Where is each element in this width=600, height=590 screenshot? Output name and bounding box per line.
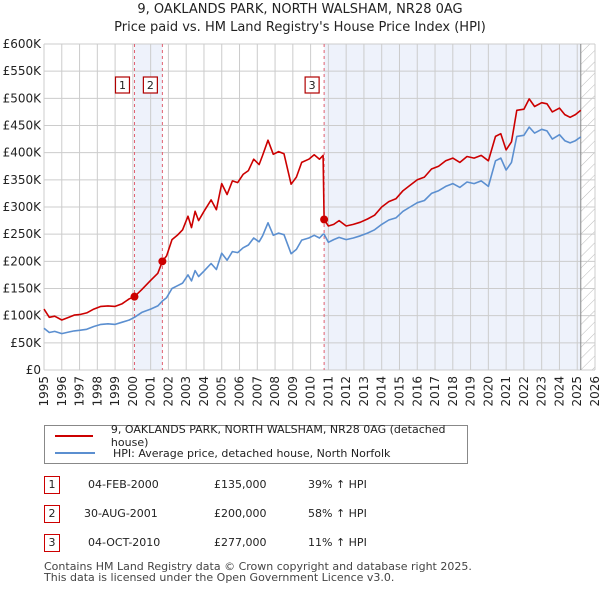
price-chart: 1995 1996 1997 1998 1999 2000 2001 2002 2003 2004… [3,37,600,407]
x-tick-label: 2000 [126,376,140,407]
legend-label-property: 9, OAKLANDS PARK, NORTH WALSHAM, NR28 0A… [110,423,446,449]
x-tick-label: 2002 [161,376,175,407]
transaction-badge: 2 [44,505,60,523]
y-tick-label: £600K [3,37,43,51]
x-tick-label: 2022 [517,376,531,407]
transaction-hpi-diff: 11% ↑ HPI [308,536,367,549]
x-tick-label: 2003 [179,376,193,407]
x-tick-label: 2008 [268,376,282,407]
y-tick-label: £150K [3,282,43,296]
transaction-date: 04-FEB-2000 [88,478,159,491]
y-tick-label: £250K [3,227,43,241]
attribution-footer: Contains HM Land Registry data © Crown c… [44,561,472,583]
y-tick-label: £200K [3,254,43,268]
transaction-date: 30-AUG-2001 [84,507,158,520]
x-tick-label: 2021 [499,376,513,407]
legend-swatch-property [55,435,93,437]
x-tick-label: 2015 [392,376,406,407]
x-tick-label: 1998 [90,376,104,407]
x-tick-label: 2004 [197,376,211,407]
legend-label-hpi: HPI: Average price, detached house, Nort… [113,446,391,460]
x-tick-label: 2014 [375,376,389,407]
x-tick-label: 1997 [73,376,87,407]
legend-item-property: 9, OAKLANDS PARK, NORTH WALSHAM, NR28 0A… [55,423,467,449]
x-tick-label: 2009 [286,376,300,407]
y-tick-label: £400K [3,146,43,160]
sale-badge-label: 1 [119,79,126,92]
x-tick-label: 2023 [535,376,549,407]
legend-item-hpi: HPI: Average price, detached house, Nort… [55,445,390,461]
chart-title: 9, OAKLANDS PARK, NORTH WALSHAM, NR28 0A… [137,2,463,17]
x-tick-label: 2025 [570,376,584,407]
x-tick-label: 2019 [464,376,478,407]
transaction-price: £200,000 [214,507,267,520]
x-tick-label: 2013 [357,376,371,407]
sale-badge [304,76,320,94]
x-tick-label: 2010 [304,376,318,407]
sale-badge-label: 2 [147,79,154,92]
property-series-line [43,98,582,321]
transaction-badge: 3 [44,534,60,552]
transaction-price: £135,000 [214,478,267,491]
transaction-price: £277,000 [214,536,267,549]
y-tick-label: £100K [3,309,43,323]
legend-swatch-hpi [55,452,95,454]
x-tick-label: 2018 [446,376,460,407]
y-tick-label: £450K [3,119,43,133]
y-tick-label: £50K [10,336,42,350]
transaction-badge: 1 [44,476,60,494]
sale-point [320,215,329,224]
x-tick-label: 2024 [552,376,566,407]
attribution-line-1: Contains HM Land Registry data © Crown c… [44,560,472,573]
sale-point [130,292,139,301]
chart-legend: 9, OAKLANDS PARK, NORTH WALSHAM, NR28 0A… [44,423,468,464]
x-tick-label: 1999 [108,376,122,407]
x-tick-label: 2016 [410,376,424,407]
x-tick-label: 1996 [55,376,69,407]
y-tick-label: £300K [3,200,43,214]
x-tick-label: 2012 [339,376,353,407]
x-tick-label: 2007 [250,376,264,407]
x-tick-label: 1995 [37,376,51,407]
hpi-series-line [43,126,582,335]
y-tick-label: £350K [3,173,43,187]
transaction-date: 04-OCT-2010 [88,536,161,549]
attribution-line-2: This data is licensed under the Open Gov… [44,571,395,584]
transaction-hpi-diff: 58% ↑ HPI [308,507,367,520]
x-tick-label: 2020 [481,376,495,407]
x-tick-label: 2005 [215,376,229,407]
y-tick-label: £500K [3,91,43,105]
sale-point [158,257,167,266]
y-tick-label: £0 [26,363,41,377]
x-tick-label: 2011 [321,376,335,407]
y-tick-label: £550K [3,64,43,78]
x-tick-label: 2001 [144,376,158,407]
x-tick-label: 2006 [233,376,247,407]
sale-badge [114,76,131,94]
transaction-hpi-diff: 39% ↑ HPI [308,478,367,491]
sale-badge [142,76,158,94]
x-tick-label: 2026 [588,376,600,407]
x-tick-label: 2017 [428,376,442,407]
sale-badge-label: 3 [309,79,316,92]
chart-subtitle: Price paid vs. HM Land Registry's House … [114,20,486,35]
